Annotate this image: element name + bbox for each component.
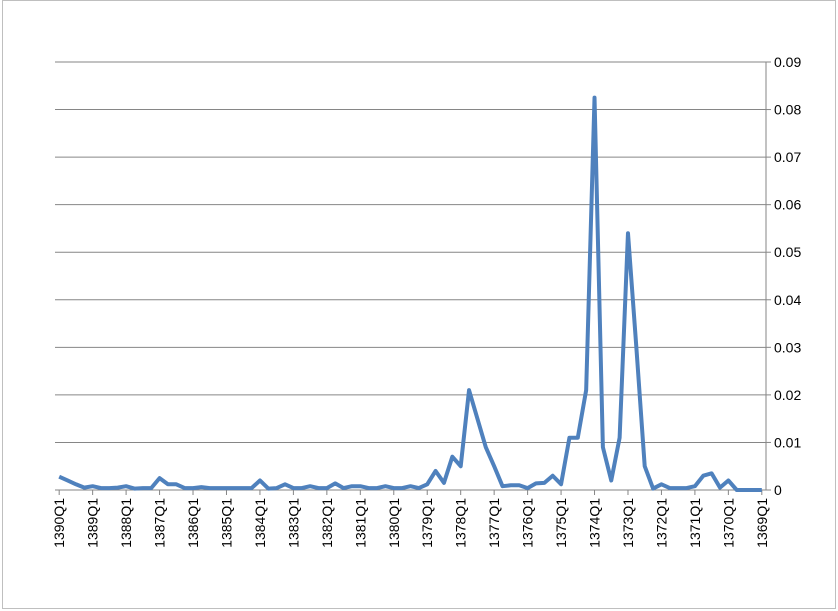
x-tick-label: 1389Q1 — [85, 498, 101, 548]
x-tick-label: 1375Q1 — [553, 498, 569, 548]
x-tick-label: 1373Q1 — [620, 498, 636, 548]
x-tick-label: 1372Q1 — [653, 498, 669, 548]
y-tick-label: 0.07 — [774, 149, 801, 165]
y-tick-label: 0.09 — [774, 54, 801, 70]
x-tick-label: 1383Q1 — [285, 498, 301, 548]
y-tick-label: 0.05 — [774, 244, 801, 260]
x-tick-label: 1377Q1 — [486, 498, 502, 548]
x-tick-label: 1382Q1 — [319, 498, 335, 548]
x-tick-label: 1384Q1 — [252, 498, 268, 548]
y-tick-label: 0.01 — [774, 434, 801, 450]
x-tick-label: 1376Q1 — [520, 498, 536, 548]
y-tick-label: 0.06 — [774, 197, 801, 213]
chart: 0 0.01 0.02 0.03 0.04 0.05 0.06 0.07 0.08 0.09 139… — [0, 0, 838, 611]
x-tick-label: 1379Q1 — [419, 498, 435, 548]
x-tick-label: 1370Q1 — [720, 498, 736, 548]
x-tick-label: 1374Q1 — [587, 498, 603, 548]
y-tick-label: 0.03 — [774, 339, 801, 355]
y-tick-label: 0 — [774, 482, 782, 498]
x-tick-label: 1378Q1 — [453, 498, 469, 548]
x-tick-label: 1387Q1 — [152, 498, 168, 548]
x-tick-label: 1390Q1 — [51, 498, 67, 548]
x-tick-label: 1371Q1 — [687, 498, 703, 548]
x-tick-label: 1385Q1 — [218, 498, 234, 548]
x-tick-label: 1381Q1 — [352, 498, 368, 548]
y-tick-label: 0.04 — [774, 292, 801, 308]
y-tick-label: 0.02 — [774, 387, 801, 403]
x-tick-label: 1388Q1 — [118, 498, 134, 548]
x-tick-label: 1380Q1 — [386, 498, 402, 548]
x-tick-label: 1386Q1 — [185, 498, 201, 548]
x-tick-label: 1369Q1 — [754, 498, 770, 548]
y-tick-label: 0.08 — [774, 102, 801, 118]
